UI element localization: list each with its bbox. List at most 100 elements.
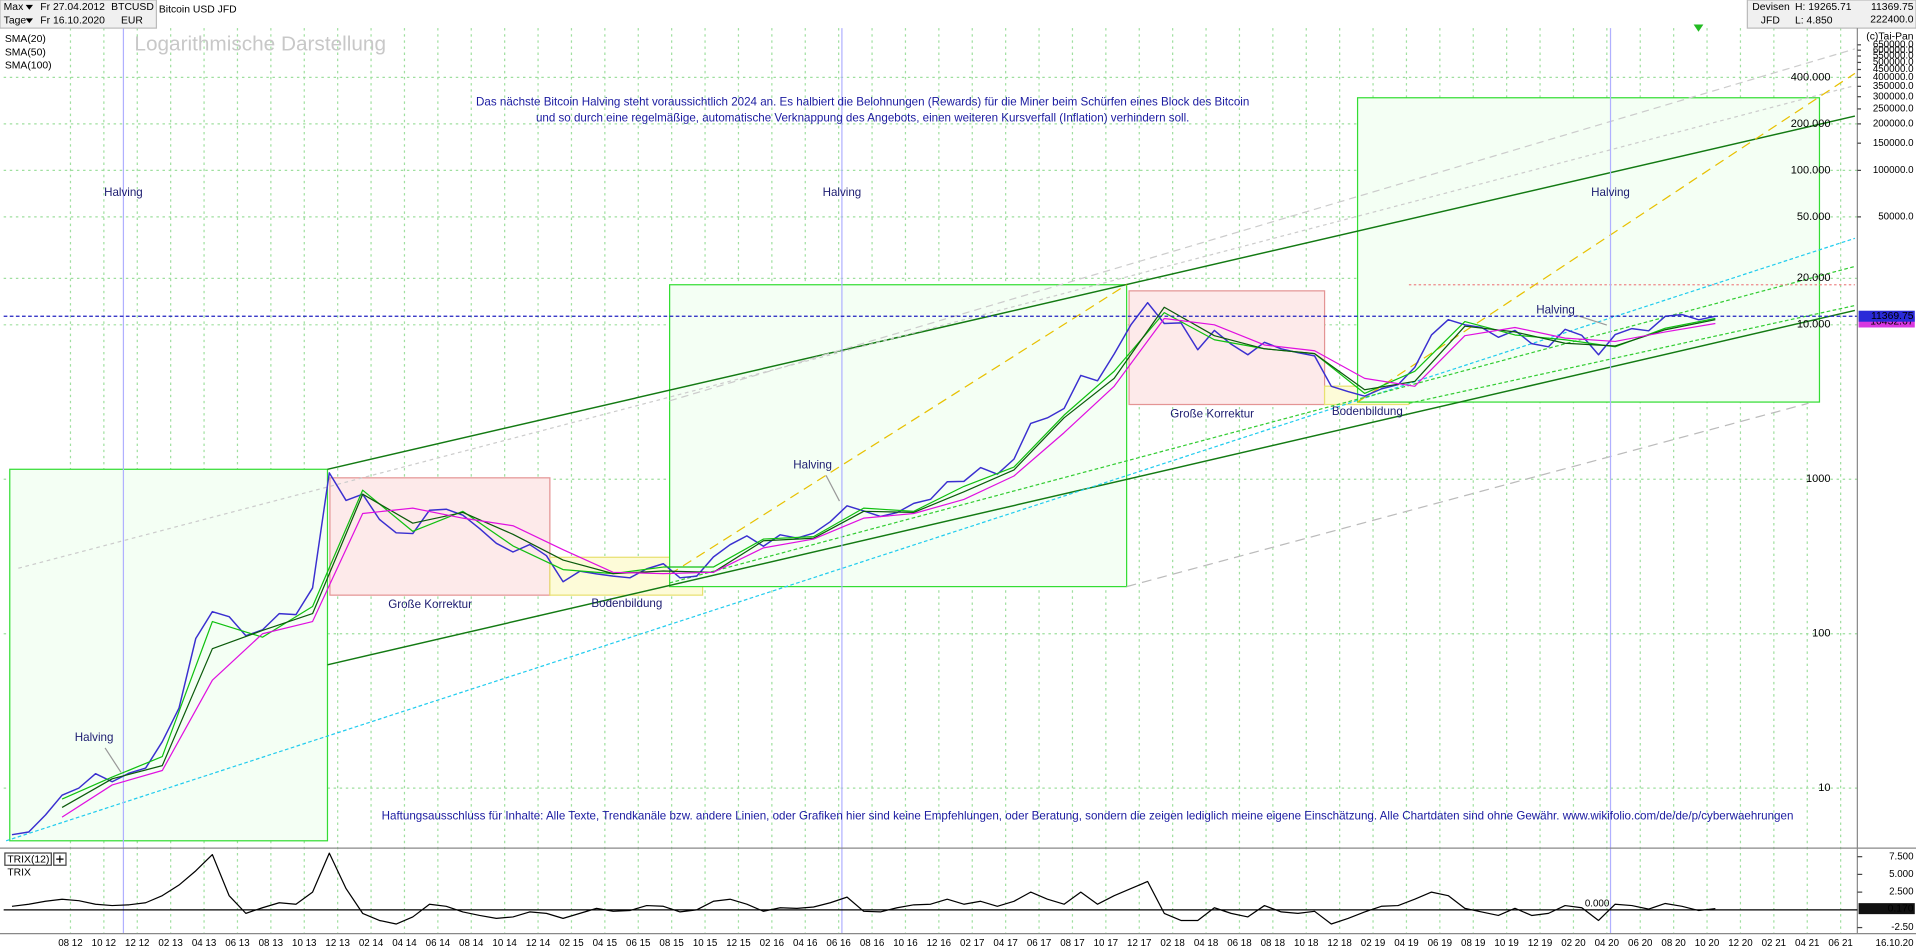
y2-tick-label: 650000.0 [1873,39,1914,50]
x-tick-label: 12 17 [1127,938,1151,949]
legend-item: SMA(20) [5,34,46,45]
y2-tick-label: 300000.0 [1873,91,1914,102]
low: L: 4.850 [1795,16,1833,27]
annotation: Halving [1536,303,1575,316]
x-tick-label: 02 15 [559,938,584,949]
x-tick-label: 06 19 [1428,938,1452,949]
header-box [1746,0,1916,29]
x-tick-label: 10 19 [1494,938,1518,949]
y-tick-label: 200.000 [1791,118,1831,130]
current-box [1858,903,1915,915]
correction-box [1128,290,1326,406]
x-tick-label: 02 16 [760,938,784,949]
x-tick-label: 02 18 [1160,938,1184,949]
x-tick-label: 06 18 [1227,938,1251,949]
x-tick-label: 10 20 [1695,938,1720,949]
copyright: (c)Tai-Pan [1866,31,1914,42]
current-label: 0.170 [1888,903,1914,914]
y2-tick-label: 450000.0 [1873,64,1914,75]
x-tick-label: 08 15 [659,938,684,949]
annotation: Bodenbildung [1332,405,1403,418]
y2-tick-label: 250000.0 [1873,103,1914,114]
y-tick-label: 1000 [1806,473,1830,485]
indicator-title[interactable]: TRIX(12) [7,854,49,865]
x-tick-label: 08 13 [259,938,283,949]
market: Devisen [1752,2,1790,13]
annotation: Große Korrektur [388,598,472,611]
indicator-box[interactable] [4,852,52,866]
marker [1693,24,1704,32]
y-tick-label: 7.500 [1889,851,1914,862]
sma-current-box [1858,316,1915,328]
x-tick-label: 10 14 [492,938,517,949]
y2-tick-label: 400000.0 [1873,72,1914,83]
y2-tick-label: 600000.0 [1873,45,1914,56]
y-tick-label: 5.000 [1889,869,1914,880]
x-tick-label: 06 14 [426,938,451,949]
current-box [1858,310,1915,322]
trend-line [18,84,1856,569]
arrow [104,747,122,773]
x-tick-label: 06 20 [1628,938,1653,949]
indicator-line [11,852,1716,925]
sma-current-label: 10432.67 [1870,317,1914,328]
x-tick-label: 04 16 [793,938,817,949]
dropdown-icon[interactable] [25,4,33,10]
x-tick-label: 02 17 [960,938,984,949]
broker: JFD [1761,16,1780,27]
y-tick-label: 100 [1812,628,1830,640]
x-tick-label: 04 19 [1394,938,1418,949]
arrow [825,475,841,502]
x-tick-label: 06 17 [1027,938,1051,949]
dropdown-icon[interactable] [25,18,33,24]
x-tick-label: 02 20 [1561,938,1586,949]
y-tick-label: -2.50 [1891,922,1914,933]
x-tick-label: 04 20 [1595,938,1620,949]
trend-line [327,309,1856,666]
x-tick-label: 06 16 [826,938,850,949]
trend-line [327,115,1856,470]
trend-line [669,284,1127,575]
x-tick-label: 12 18 [1327,938,1351,949]
y2-tick-label: 550000.0 [1873,51,1914,62]
x-tick-label: 04 15 [593,938,618,949]
series-layer [3,301,1858,925]
last-date: 16.10.20 [1876,938,1915,949]
x-tick-label: 10 18 [1294,938,1318,949]
x-tick-label: 02 14 [359,938,384,949]
y2-tick-label: 50000.0 [1878,211,1914,222]
range-select[interactable]: Max [4,2,24,13]
indicator-line [61,311,1716,800]
annotation: Halving [1591,186,1630,199]
disclaimer: Haftungsausschluss für Inhalte: Alle Tex… [382,809,1794,822]
indicator-line [61,306,1716,808]
trend-line [1408,304,1856,404]
drawings [5,24,1856,934]
x-tick-label: 12 19 [1528,938,1552,949]
y-tick-label: 20.000 [1797,272,1831,284]
zero-label: 0.000 [1585,898,1610,909]
x-tick-label: 12 20 [1728,938,1753,949]
y-tick-label: 10 [1818,782,1830,794]
interval-select[interactable]: Tage [4,16,27,27]
legend-item: SMA(50) [5,47,46,58]
add-icon[interactable] [56,855,64,863]
x-tick-label: 06 15 [626,938,651,949]
legend-item: SMA(100) [5,61,52,72]
header-box [0,0,158,29]
date-from: Fr 27.04.2012 [40,2,105,13]
annotation: Halving [793,459,832,472]
y2-tick-label: 100000.0 [1873,165,1914,176]
x-tick-label: 02 21 [1762,938,1786,949]
annotation: Große Korrektur [1170,407,1254,420]
x-tick-label: 08 19 [1461,938,1485,949]
y2-tick-label: 200000.0 [1873,118,1914,129]
y2-tick-label: 150000.0 [1873,138,1914,149]
x-tick-label: 08 18 [1261,938,1285,949]
trend-line [669,48,1856,402]
x-tick-label: 08 14 [459,938,484,949]
x-tick-label: 08 20 [1661,938,1686,949]
indicator-line [61,317,1716,818]
